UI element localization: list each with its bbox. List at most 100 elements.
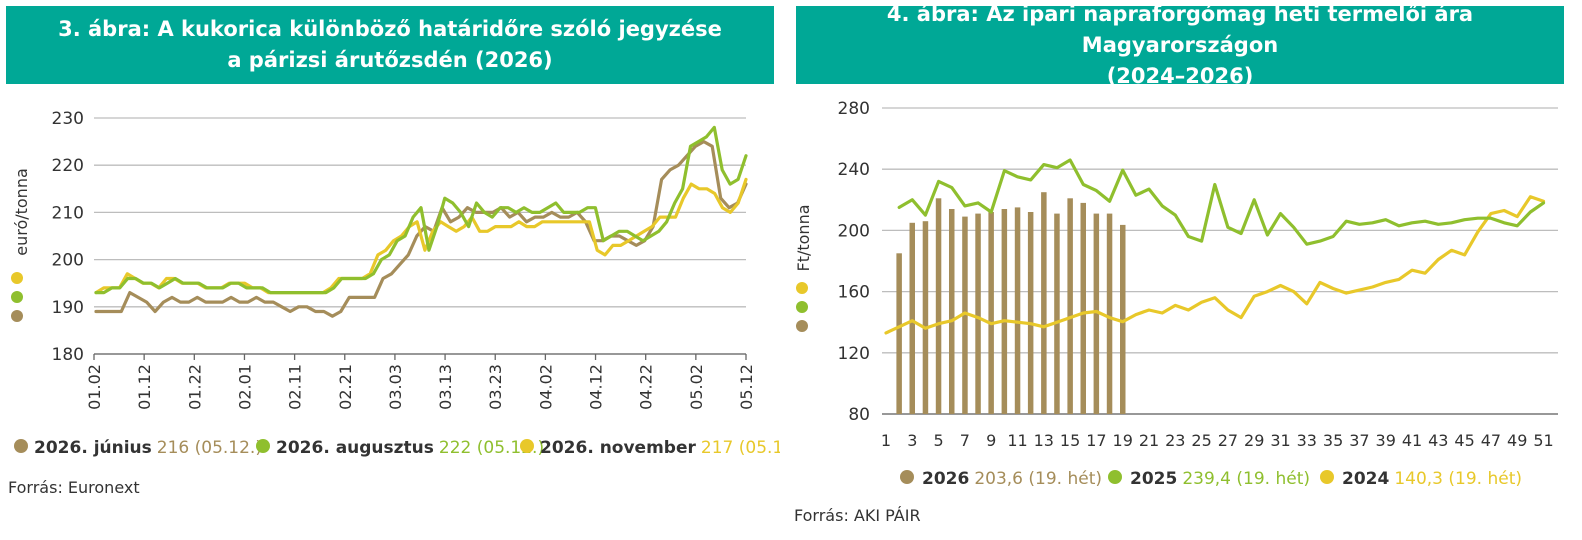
x-tick-label: 49 xyxy=(1507,431,1527,450)
legend-label: 2024 140,3 (19. hét) xyxy=(1342,469,1522,489)
legend-series-name: 2026 xyxy=(922,469,969,489)
legend-dot xyxy=(11,310,23,322)
x-tick-label: 17 xyxy=(1086,431,1106,450)
x-tick-label: 02.21 xyxy=(336,364,355,410)
legend-series-value: 203,6 (19. hét) xyxy=(974,469,1102,489)
bar-2026 xyxy=(962,216,968,414)
legend-item: 2026 203,6 (19. hét) xyxy=(900,469,1102,489)
y-tick-label: 80 xyxy=(848,405,870,425)
series-line-2026--augusztus xyxy=(94,125,748,295)
corn-futures-chart: 180 190 200 210 220 230 euró/tonna 01.02 01.12 01… xyxy=(11,109,780,458)
x-tick-label: 3 xyxy=(907,431,917,450)
x-tick-label: 01.22 xyxy=(185,364,204,410)
bar-2026 xyxy=(949,209,955,414)
x-tick-label: 31 xyxy=(1270,431,1290,450)
legend-series-value: 222 (05.12.) xyxy=(439,438,544,458)
x-tick-label: 15 xyxy=(1060,431,1080,450)
legend: 2026. június 216 (05.12.) 2026. augusztus 2… xyxy=(14,438,780,458)
x-tick-label: 01.02 xyxy=(85,364,104,410)
chart-title-corn: 3. ábra: A kukorica különböző határidőre… xyxy=(6,6,774,84)
x-tick-label: 03.03 xyxy=(386,364,405,410)
y-tick-label: 280 xyxy=(838,99,870,119)
x-tick-label: 04.22 xyxy=(637,364,656,410)
legend-marker xyxy=(1108,470,1122,484)
y-tick-label: 190 xyxy=(52,298,84,318)
x-tick-label: 02.11 xyxy=(286,364,305,410)
legend-item: 2026. június 216 (05.12.) xyxy=(14,438,262,458)
x-tick-label: 13 xyxy=(1034,431,1054,450)
legend-label: 2026. június 216 (05.12.) xyxy=(34,438,262,458)
x-tick-label: 43 xyxy=(1428,431,1448,450)
x-tick-label: 5 xyxy=(934,431,944,450)
legend-series-value: 216 (05.12.) xyxy=(157,438,262,458)
series-line-2024 xyxy=(884,195,1546,335)
x-tick-label: 51 xyxy=(1533,431,1553,450)
legend-marker xyxy=(1320,470,1334,484)
legend-series-value: 217 (05.12.) xyxy=(701,438,780,458)
x-tick-label: 05.12 xyxy=(737,364,756,410)
chart-panel-corn: 180 190 200 210 220 230 euró/tonna 01.02 01.12 01… xyxy=(0,0,780,540)
bar-2026 xyxy=(1041,192,1047,414)
bar-2026 xyxy=(1080,202,1086,414)
x-tick-label: 27 xyxy=(1218,431,1238,450)
x-tick-label: 9 xyxy=(986,431,996,450)
x-tick-label: 04.12 xyxy=(587,364,606,410)
legend-dot xyxy=(11,272,23,284)
legend-marker xyxy=(14,439,28,453)
bar-2026 xyxy=(922,221,929,414)
bar-2026 xyxy=(1106,213,1113,414)
x-tick-label: 45 xyxy=(1454,431,1474,450)
bar-2026 xyxy=(1027,212,1034,414)
y-tick-label: 240 xyxy=(838,160,870,180)
x-tick-label: 39 xyxy=(1376,431,1396,450)
chart-panel-sunflower: 80 120 160 200 240 280 Ft/tonna 1 3 5 7 9 11 13 15 17 19… xyxy=(790,0,1582,540)
legend-label: 2025 239,4 (19. hét) xyxy=(1130,469,1310,489)
legend: 2026 203,6 (19. hét) 2025 239,4 (19. hét) 20… xyxy=(900,469,1522,489)
y-tick-label: 220 xyxy=(52,156,84,176)
x-tick-label: 47 xyxy=(1481,431,1501,450)
y-tick-label: 160 xyxy=(838,283,870,303)
chart-title-line-2: (2024–2026) xyxy=(1106,63,1254,88)
y-tick-label: 210 xyxy=(52,203,84,223)
legend-series-value: 239,4 (19. hét) xyxy=(1182,469,1310,489)
y-tick-label: 230 xyxy=(52,109,84,129)
chart-title-line-1: 3. ábra: A kukorica különböző határidőre… xyxy=(58,17,722,41)
source-note: Forrás: Euronext xyxy=(8,478,140,497)
legend-dot xyxy=(796,320,808,332)
legend-series-name: 2026. november xyxy=(540,438,696,458)
legend-marker xyxy=(520,439,534,453)
x-tick-label: 01.12 xyxy=(135,364,154,410)
legend-dot xyxy=(11,291,23,303)
y-axis-label: Ft/tonna xyxy=(794,204,813,271)
x-tick-label: 04.02 xyxy=(536,364,555,410)
x-tick-label: 03.23 xyxy=(486,364,505,410)
legend-item: 2026. augusztus 222 (05.12.) xyxy=(256,438,544,458)
x-tick-label: 1 xyxy=(881,431,891,450)
bar-2026 xyxy=(896,253,902,414)
x-tick-label: 02.01 xyxy=(235,364,254,410)
bar-2026 xyxy=(988,212,994,414)
x-tick-label: 29 xyxy=(1244,431,1264,450)
x-tick-label: 23 xyxy=(1165,431,1185,450)
bar-2026 xyxy=(1093,213,1100,414)
bar-2026 xyxy=(1001,209,1008,414)
y-tick-label: 120 xyxy=(838,344,870,364)
bar-2026 xyxy=(1120,224,1126,414)
legend-marker xyxy=(900,470,914,484)
x-tick-label: 05.02 xyxy=(687,364,706,410)
legend-series-name: 2025 xyxy=(1130,469,1177,489)
legend-series-value: 140,3 (19. hét) xyxy=(1394,469,1522,489)
legend-dot xyxy=(796,301,808,313)
bar-2026 xyxy=(1054,213,1060,414)
y-tick-label: 180 xyxy=(52,345,84,365)
x-tick-label: 25 xyxy=(1191,431,1211,450)
legend-label: 2026. augusztus 222 (05.12.) xyxy=(276,438,544,458)
legend-item: 2025 239,4 (19. hét) xyxy=(1108,469,1310,489)
legend-series-name: 2026. június xyxy=(34,438,152,458)
y-tick-label: 200 xyxy=(838,221,870,241)
x-tick-label: 33 xyxy=(1297,431,1317,450)
chart-title-line-2: a párizsi árutőzsdén (2026) xyxy=(227,48,553,72)
